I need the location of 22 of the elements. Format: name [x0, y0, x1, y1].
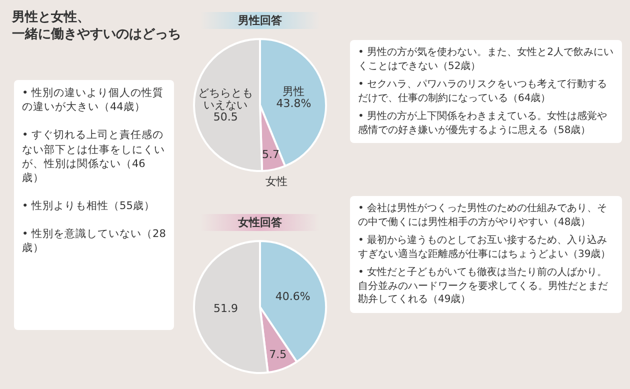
text: • 男性の方が上下関係をわきまえている。女性は感覚や感情での好き嫌いが優先するように思える（58歳） [358, 110, 608, 137]
text: • セクハラ、パワハラのリスクをいつも考えて行動するだけで、仕事の制約になっている（64歳） [358, 78, 608, 105]
slice-label: 男性 [282, 85, 305, 98]
slice-label: どちらともいえない [198, 86, 254, 112]
chart-title: 女性回答 [200, 214, 320, 231]
data-label: 40.6% [275, 290, 310, 303]
text: • 女性だと子どもがいても徹夜は当たり前の人ばかり。自分並みのハードワークを要求してくる。男性だとまだ勘弁してくれる（49歳） [358, 266, 609, 306]
data-label: 51.9 [213, 302, 238, 315]
text: • 性別よりも相性（55歳） [22, 199, 156, 214]
data-label: 43.8% [276, 97, 312, 110]
text: • すぐ切れる上司と責任感のない部下とは仕事をしにくいが、性別は関係ない（46歳） [22, 128, 166, 186]
data-label: 5.7 [262, 148, 280, 162]
text: • 男性の方が気を使わない。また、女性と2人で飲みにいくことはできない（52歳） [358, 46, 614, 73]
text: • 最初から違うものとしてお互い接するため、入り込みすぎない適当な距離感が仕事にはちょうどよい（39歳） [358, 234, 612, 261]
slice-label: 女性 [266, 175, 288, 188]
text: 男性と女性、一緒に働きやすいのはどっち [12, 10, 182, 44]
text: • 性別を意識していない（28歳） [22, 227, 166, 256]
text: • 会社は男性がつくった男性のための仕組みであり、その中で働くには男性相手の方がやりやすい（48歳） [358, 202, 608, 229]
chart-title: 男性回答 [200, 12, 320, 29]
data-label: 7.5 [269, 348, 287, 362]
data-label: 50.5 [213, 110, 238, 124]
text: • 性別の違いより個人の性質の違いが大きい（44歳） [22, 86, 165, 114]
